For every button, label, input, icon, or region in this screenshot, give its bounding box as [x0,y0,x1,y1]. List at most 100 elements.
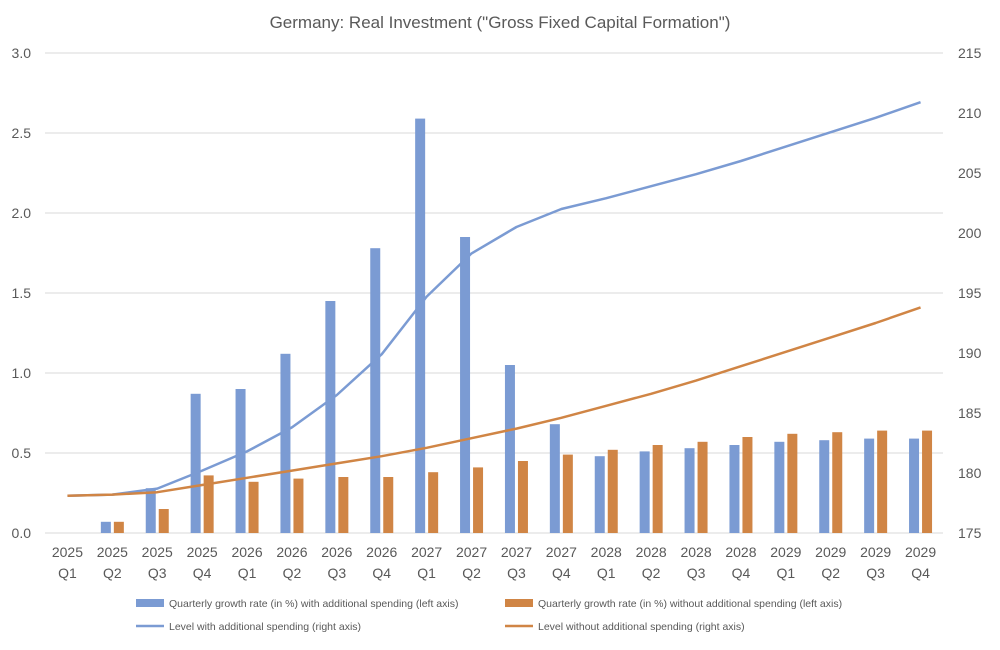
bar-with-spending [415,118,426,533]
bar-with-spending [549,424,560,533]
bar-without-spending [293,478,304,533]
x-tick-year: 2029 [815,544,846,560]
x-tick-year: 2026 [321,544,352,560]
right-tick-label: 205 [958,165,982,181]
line-with-spending [67,101,921,498]
legend-swatch-bar [505,599,533,607]
line-without-spending [67,306,921,498]
bar-without-spending [383,477,394,533]
right-tick-label: 215 [958,45,982,61]
right-tick-label: 210 [958,105,982,121]
x-tick-quarter: Q1 [597,565,616,581]
x-tick-year: 2028 [636,544,667,560]
bar-without-spending [473,467,484,533]
x-tick-quarter: Q3 [328,565,347,581]
bar-with-spending [100,521,111,533]
bar-without-spending [877,430,888,533]
bar-with-spending [235,389,246,533]
chart-title: Germany: Real Investment ("Gross Fixed C… [270,13,731,32]
x-tick-year: 2025 [187,544,218,560]
x-tick-quarter: Q1 [417,565,436,581]
bar-with-spending [729,445,740,533]
bar-without-spending [158,509,169,533]
x-tick-quarter: Q2 [642,565,661,581]
legend-label: Level with additional spending (right ax… [169,621,361,633]
x-tick-year: 2028 [725,544,756,560]
bar-with-spending [909,438,920,533]
bar-with-spending [280,353,291,533]
right-tick-label: 180 [958,465,982,481]
bar-with-spending [190,393,201,533]
left-tick-label: 3.0 [12,45,32,61]
right-tick-label: 200 [958,225,982,241]
bar-with-spending [460,237,471,533]
left-axis-ticks: 0.0 0.5 1.0 1.5 2.0 2.5 3.0 [12,45,32,541]
bar-without-spending [113,521,124,533]
bar-series [100,118,933,533]
legend: Quarterly growth rate (in %) with additi… [136,598,842,633]
bar-without-spending [922,430,933,533]
x-tick-quarter: Q3 [507,565,526,581]
bar-without-spending [248,481,259,533]
right-tick-label: 175 [958,525,982,541]
legend-label: Quarterly growth rate (in %) with additi… [169,598,458,610]
x-tick-quarter: Q3 [687,565,706,581]
bar-with-spending [145,488,156,533]
bar-without-spending [787,433,798,533]
left-tick-label: 2.0 [12,205,32,221]
bar-without-spending [517,461,528,533]
x-tick-year: 2029 [860,544,891,560]
legend-label: Quarterly growth rate (in %) without add… [538,598,842,610]
bar-with-spending [684,448,695,533]
legend-swatch-bar [136,599,164,607]
x-tick-quarter: Q2 [821,565,840,581]
x-tick-quarter: Q3 [866,565,885,581]
bar-with-spending [774,441,785,533]
x-tick-quarter: Q4 [193,565,212,581]
x-tick-quarter: Q4 [552,565,571,581]
x-tick-quarter: Q1 [238,565,257,581]
x-tick-quarter: Q4 [372,565,391,581]
left-tick-label: 1.0 [12,365,32,381]
bar-with-spending [819,440,830,533]
x-axis-ticks: 2025 Q1 2025 Q2 2025 Q3 2025 Q4 2026 Q1 2026 Q2 2026… [52,544,936,581]
right-tick-label: 185 [958,405,982,421]
line-series [67,101,921,498]
bar-without-spending [428,472,439,533]
x-tick-year: 2027 [546,544,577,560]
bar-without-spending [832,432,843,533]
x-tick-quarter: Q4 [732,565,751,581]
x-tick-year: 2027 [456,544,487,560]
x-tick-year: 2027 [411,544,442,560]
x-tick-quarter: Q4 [911,565,930,581]
x-tick-year: 2028 [591,544,622,560]
x-tick-year: 2025 [97,544,128,560]
x-tick-quarter: Q3 [148,565,167,581]
bar-without-spending [607,449,618,533]
x-tick-year: 2029 [770,544,801,560]
bar-with-spending [504,365,515,533]
x-tick-year: 2027 [501,544,532,560]
x-tick-year: 2029 [905,544,936,560]
left-tick-label: 0.5 [12,445,32,461]
x-tick-year: 2026 [231,544,262,560]
bar-without-spending [697,441,708,533]
bar-with-spending [864,438,875,533]
bar-with-spending [594,456,605,533]
x-tick-year: 2025 [52,544,83,560]
gridlines [45,52,943,534]
x-tick-year: 2028 [680,544,711,560]
x-tick-quarter: Q2 [283,565,302,581]
x-tick-quarter: Q1 [58,565,77,581]
bar-without-spending [203,475,214,533]
x-tick-quarter: Q1 [777,565,796,581]
bar-with-spending [325,301,336,533]
right-tick-label: 195 [958,285,982,301]
bar-with-spending [639,451,650,533]
x-tick-year: 2026 [276,544,307,560]
left-tick-label: 2.5 [12,125,32,141]
x-tick-year: 2025 [142,544,173,560]
x-tick-quarter: Q2 [103,565,122,581]
